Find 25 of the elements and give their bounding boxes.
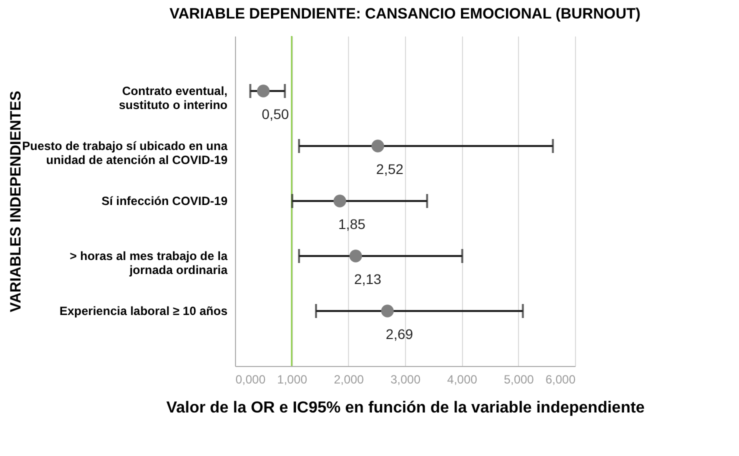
- x-tick-label: 5,000: [504, 372, 534, 386]
- y-tick-label: Puesto de trabajo sí ubicado en una unidad de atención al COVID-19: [22, 139, 228, 167]
- x-tick-label: 4,000: [447, 372, 478, 386]
- x-tick-label: 6,000: [545, 372, 576, 386]
- point: [349, 250, 362, 262]
- chart-title: VARIABLE DEPENDIENTE: CANSANCIO EMOCIONAL (BURNOUT): [169, 5, 641, 22]
- y-tick-label: Contrato eventual, sustituto o interino: [118, 84, 228, 112]
- data-label: 0,50: [262, 106, 290, 122]
- y-axis-title: VARIABLES INDEPENDIENTES: [8, 90, 24, 312]
- x-tick-label: 0,000: [236, 372, 266, 386]
- data-label: 2,52: [376, 161, 404, 177]
- x-tick-label: 3,000: [390, 372, 421, 386]
- x-axis-title: Valor de la OR e IC95% en función de la variable independiente: [166, 400, 645, 416]
- point: [257, 84, 270, 98]
- y-tick-label: Sí infección COVID-19: [101, 194, 228, 208]
- point: [334, 194, 346, 208]
- x-tick-label: 1,000: [277, 372, 308, 386]
- y-tick-label: > horas al mes trabajo de la jornada ordinaria: [70, 249, 228, 277]
- data-label: 2,13: [354, 271, 382, 287]
- data-label: 1,85: [338, 216, 366, 232]
- y-tick-label: Experiencia laboral ≥ 10 años: [60, 304, 228, 318]
- data-label: 2,69: [386, 326, 414, 342]
- point: [371, 140, 384, 152]
- x-tick-label: 2,000: [334, 372, 364, 386]
- point: [381, 304, 394, 318]
